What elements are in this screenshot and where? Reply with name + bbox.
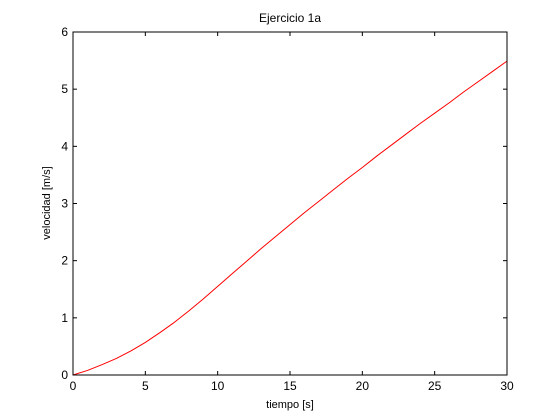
y-tick-label: 5 — [61, 82, 68, 96]
series-line-0 — [72, 60, 508, 376]
x-tick-label: 0 — [70, 379, 77, 393]
y-tick-label: 3 — [61, 197, 68, 211]
y-tick-label: 6 — [61, 25, 68, 39]
x-tick-label: 15 — [283, 379, 297, 393]
axes-box — [72, 31, 508, 376]
y-tick-label: 4 — [61, 139, 68, 153]
series-layer — [72, 60, 508, 376]
x-tick-label: 10 — [211, 379, 225, 393]
x-tick-label: 5 — [142, 379, 149, 393]
y-axis-title: velocidad [m/s] — [41, 166, 53, 239]
x-tick-label: 25 — [428, 379, 442, 393]
ticks-layer: 0 5 10 15 20 25 30 0 1 2 3 4 5 6 — [61, 25, 514, 393]
x-tick-label: 20 — [356, 379, 370, 393]
y-tick-label: 0 — [61, 368, 68, 382]
y-tick-label: 2 — [61, 254, 68, 268]
plot-area — [73, 32, 507, 375]
x-tick-label: 30 — [500, 379, 514, 393]
y-tick-label: 1 — [61, 311, 68, 325]
chart-title: Ejercicio 1a — [259, 11, 321, 25]
x-axis-title: tiempo [s] — [266, 399, 314, 411]
